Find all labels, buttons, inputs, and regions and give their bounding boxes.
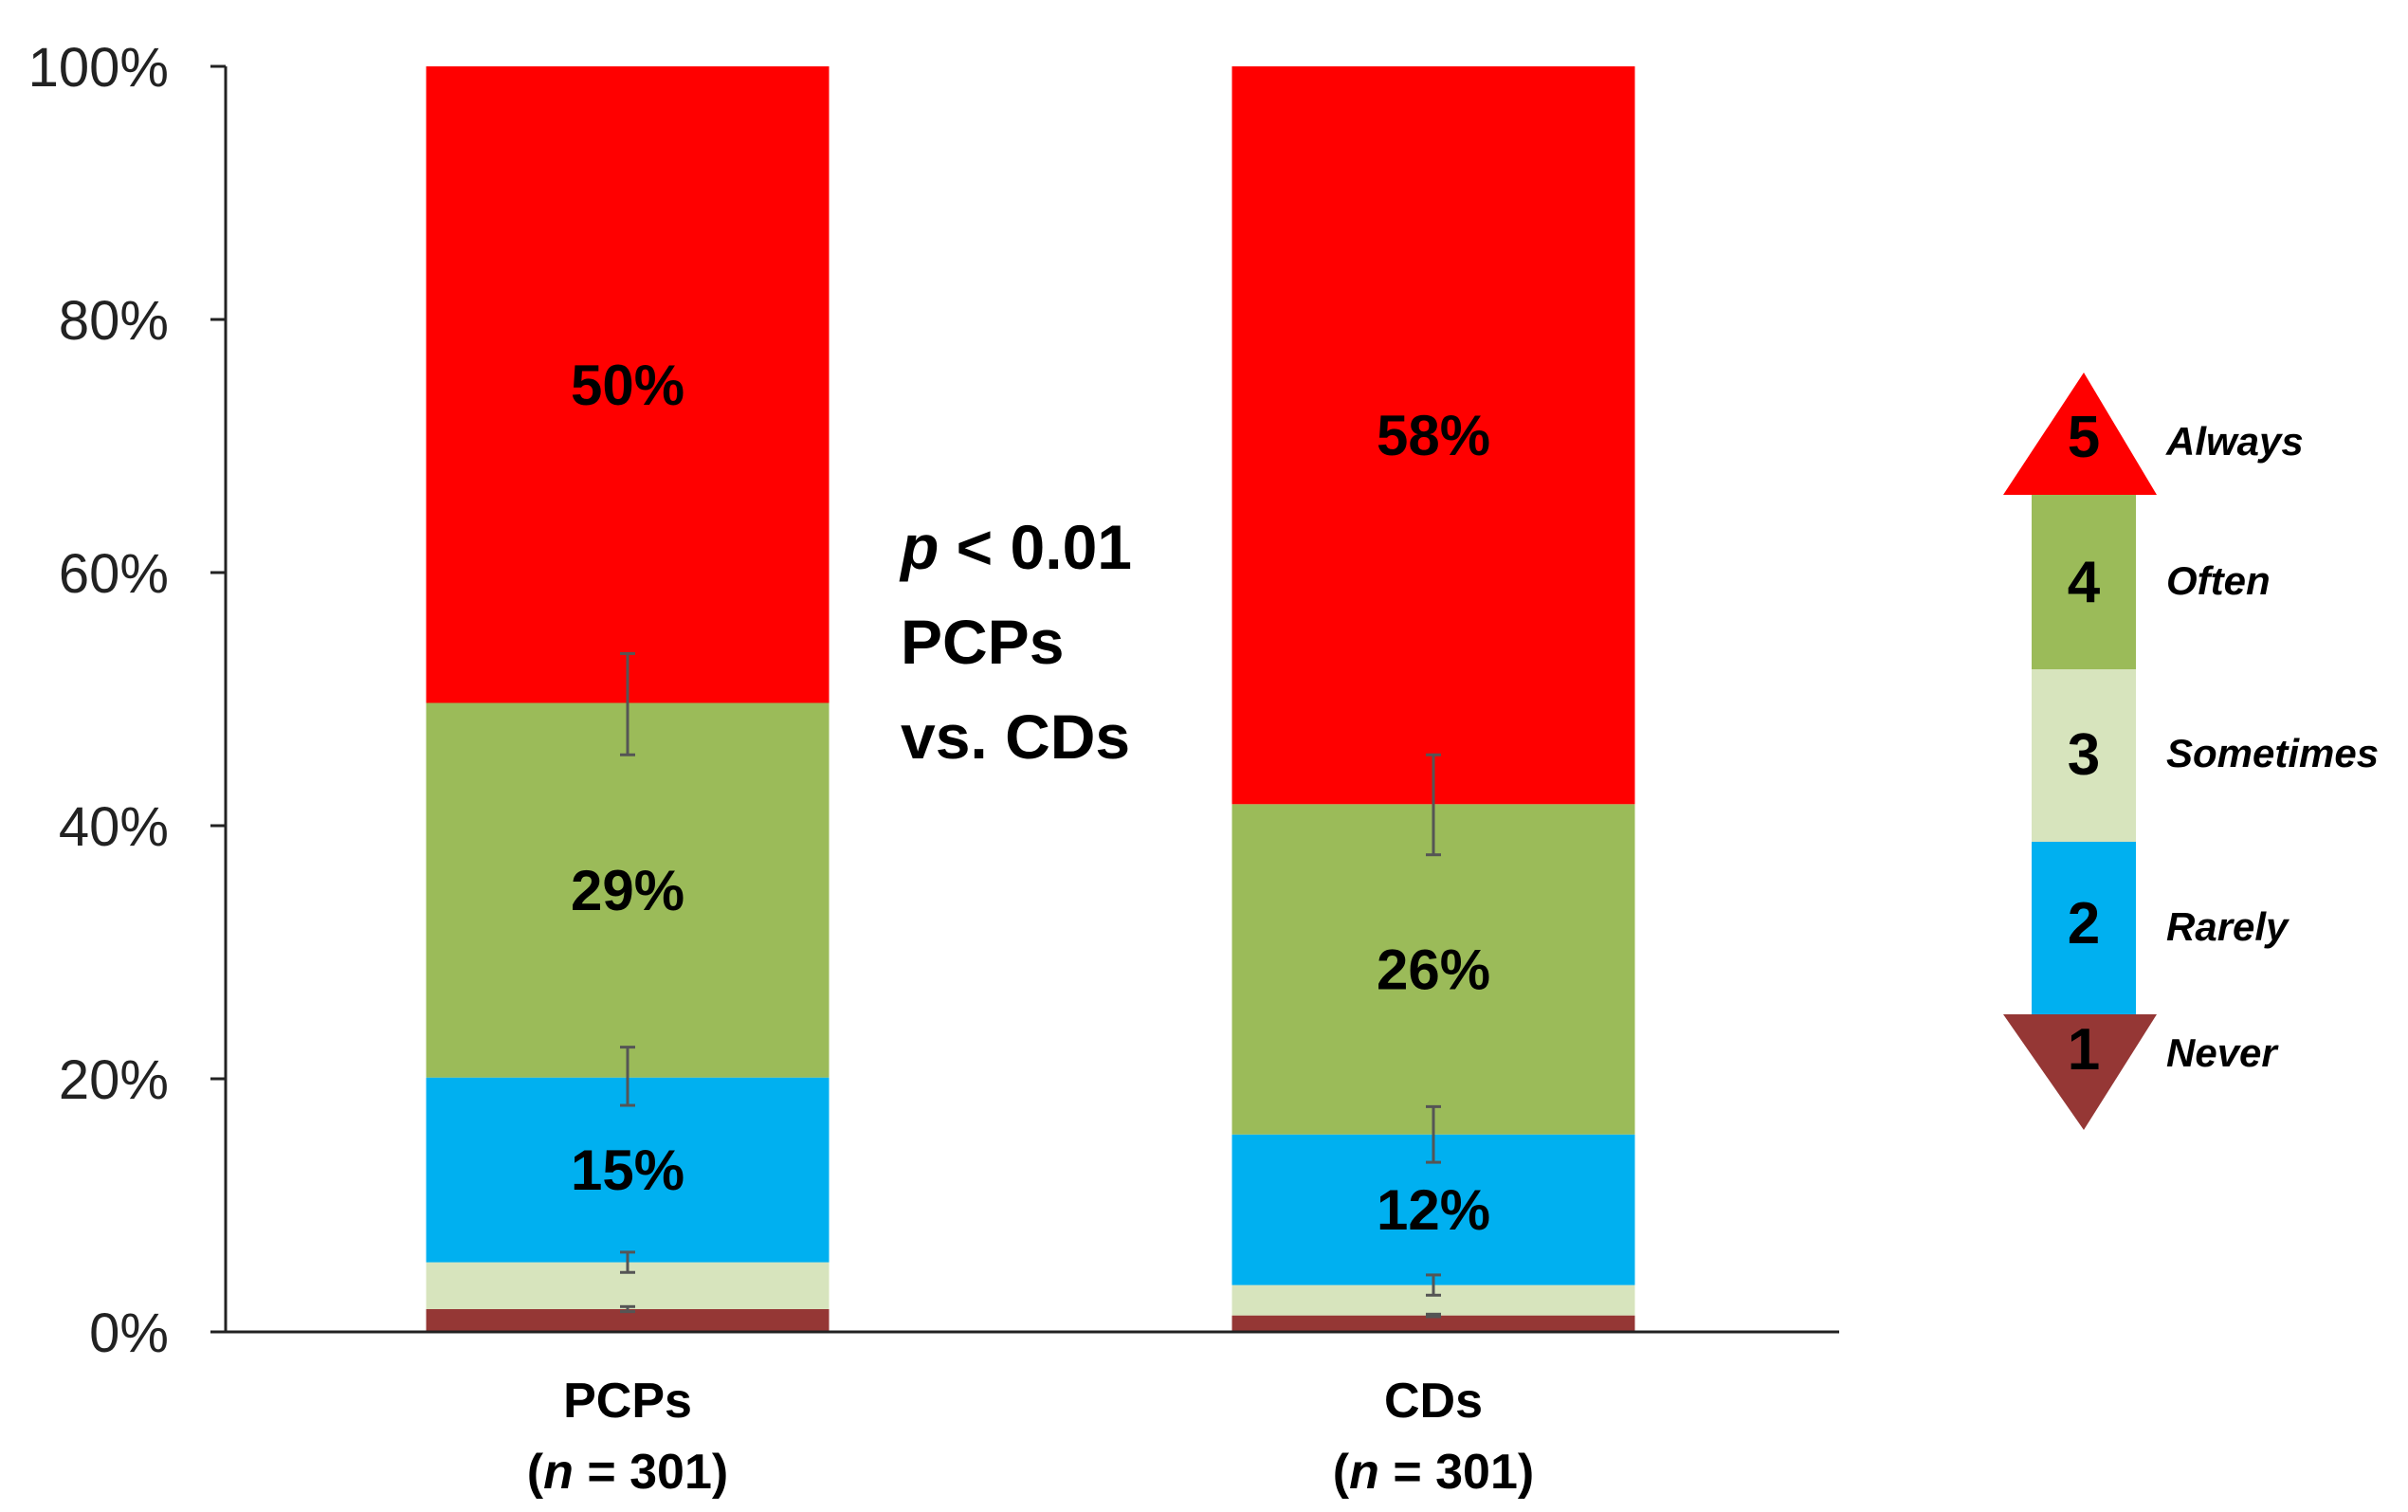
category-label-pcps: PCPs bbox=[563, 1374, 692, 1429]
error-bar bbox=[1426, 1312, 1441, 1319]
label-cds-always: 58% bbox=[1377, 404, 1490, 467]
sample-size-variable: n bbox=[1349, 1445, 1379, 1500]
bar-cds-always bbox=[1231, 66, 1635, 805]
error-bar bbox=[1426, 1104, 1441, 1164]
legend-sometimes-level: 3 bbox=[2068, 722, 2100, 788]
sample-size-value: = 301) bbox=[1379, 1445, 1534, 1500]
category-labels: PCPs(n = 301)CDs(n = 301) bbox=[527, 1374, 1534, 1500]
legend-never-arrowhead-down bbox=[2003, 1014, 2157, 1130]
y-tick-label: 60% bbox=[59, 543, 169, 605]
legend-often-level: 4 bbox=[2068, 550, 2101, 615]
sample-size-paren: ( bbox=[527, 1445, 544, 1500]
y-tick-label: 100% bbox=[28, 37, 169, 99]
legend-sometimes-label: Sometimes bbox=[2166, 731, 2379, 775]
label-pcps-always: 50% bbox=[571, 354, 684, 417]
legend-often-swatch bbox=[2032, 495, 2136, 669]
y-tick-label: 0% bbox=[89, 1303, 169, 1364]
legend-sometimes-swatch bbox=[2032, 669, 2136, 842]
y-tick-label: 20% bbox=[59, 1049, 169, 1111]
legend-never-label: Never bbox=[2166, 1030, 2279, 1075]
legend-never-level: 1 bbox=[2068, 1017, 2100, 1083]
label-pcps-rarely: 15% bbox=[571, 1139, 684, 1202]
legend: 5 Always 4 Often 3 Sometimes 2 Rarely 1 Never bbox=[2003, 373, 2379, 1130]
error-bar bbox=[1426, 1273, 1441, 1297]
category-sample-size: (n = 301) bbox=[1333, 1445, 1534, 1500]
segment-labels: 15% 29% 50% 12% 26% 58% bbox=[571, 354, 1490, 1242]
legend-always-level: 5 bbox=[2068, 405, 2100, 470]
error-bar bbox=[620, 651, 635, 756]
y-tick-label: 80% bbox=[59, 290, 169, 352]
bar-cds-never bbox=[1231, 1315, 1635, 1332]
bar-pcps-always bbox=[426, 66, 830, 703]
y-tick-label: 40% bbox=[59, 796, 169, 858]
error-bar bbox=[620, 1046, 635, 1107]
p-variable: p bbox=[899, 512, 939, 582]
annotation-line-vs-cds: vs. CDs bbox=[901, 701, 1130, 772]
legend-rarely-level: 2 bbox=[2068, 891, 2100, 956]
bar-pcps-rarely bbox=[426, 1077, 830, 1263]
label-pcps-often: 29% bbox=[571, 859, 684, 922]
error-bar bbox=[620, 1250, 635, 1274]
label-cds-rarely: 12% bbox=[1377, 1178, 1490, 1242]
error-bars bbox=[620, 651, 1441, 1319]
label-cds-often: 26% bbox=[1377, 938, 1490, 1002]
sample-size-value: = 301) bbox=[574, 1445, 728, 1500]
legend-always-label: Always bbox=[2165, 419, 2304, 464]
legend-rarely-label: Rarely bbox=[2166, 904, 2290, 949]
error-bar bbox=[620, 1304, 635, 1314]
axes: 0% 20% 40% 60% 80% 100% bbox=[28, 37, 1839, 1364]
sample-size-variable: n bbox=[543, 1445, 574, 1500]
sample-size-paren: ( bbox=[1333, 1445, 1350, 1500]
p-value-annotation: p < 0.01 bbox=[899, 512, 1132, 582]
annotation-line-pcps: PCPs bbox=[901, 607, 1064, 677]
bar-pcps-often bbox=[426, 702, 830, 1078]
legend-often-label: Often bbox=[2166, 558, 2271, 603]
bar-segments bbox=[426, 66, 1635, 1332]
legend-always-arrowhead-up bbox=[2003, 373, 2157, 495]
error-bar bbox=[1426, 753, 1441, 857]
legend-rarely-swatch bbox=[2032, 842, 2136, 1014]
category-sample-size: (n = 301) bbox=[527, 1445, 728, 1500]
bar-cds-often bbox=[1231, 804, 1635, 1135]
category-label-cds: CDs bbox=[1384, 1374, 1483, 1429]
p-value-text: < 0.01 bbox=[939, 512, 1132, 582]
